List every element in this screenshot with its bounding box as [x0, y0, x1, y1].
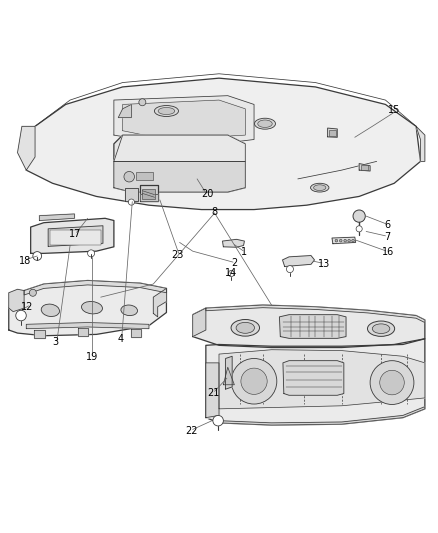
Ellipse shape [314, 185, 326, 190]
Polygon shape [114, 135, 245, 161]
Polygon shape [9, 289, 24, 312]
Polygon shape [359, 164, 370, 171]
Bar [142, 189, 155, 199]
Text: 23: 23 [171, 249, 183, 260]
Circle shape [344, 239, 346, 242]
Bar [136, 172, 153, 180]
Text: 2: 2 [231, 259, 237, 269]
Text: 19: 19 [86, 352, 98, 362]
Ellipse shape [81, 302, 102, 314]
Text: 16: 16 [381, 247, 394, 257]
Text: 21: 21 [207, 387, 219, 398]
Ellipse shape [254, 118, 276, 129]
Polygon shape [219, 407, 425, 425]
Polygon shape [34, 330, 45, 338]
Circle shape [231, 359, 277, 404]
Polygon shape [283, 361, 344, 395]
Circle shape [352, 239, 354, 242]
Circle shape [139, 99, 146, 106]
Circle shape [353, 210, 365, 222]
Text: 6: 6 [385, 220, 391, 230]
Polygon shape [9, 280, 166, 336]
Text: 18: 18 [19, 256, 31, 266]
Polygon shape [114, 135, 245, 192]
Polygon shape [193, 305, 425, 348]
Polygon shape [416, 126, 425, 161]
Text: 4: 4 [118, 334, 124, 344]
Circle shape [128, 199, 134, 205]
Ellipse shape [311, 183, 329, 192]
Text: 13: 13 [318, 260, 330, 269]
Text: 22: 22 [185, 426, 198, 436]
Ellipse shape [158, 108, 175, 115]
Text: 8: 8 [212, 207, 218, 217]
Ellipse shape [258, 120, 272, 127]
Text: 3: 3 [53, 337, 59, 348]
Bar [361, 165, 368, 169]
Polygon shape [24, 280, 166, 295]
Circle shape [356, 226, 362, 232]
Polygon shape [223, 239, 244, 247]
Text: 7: 7 [385, 232, 391, 242]
Circle shape [16, 310, 26, 321]
Polygon shape [140, 194, 158, 201]
Polygon shape [206, 305, 425, 322]
Circle shape [370, 361, 414, 405]
Text: 14: 14 [225, 268, 237, 278]
Circle shape [228, 270, 234, 277]
Polygon shape [140, 185, 158, 201]
Polygon shape [123, 100, 245, 140]
Polygon shape [26, 78, 420, 209]
Polygon shape [31, 219, 114, 253]
Polygon shape [226, 356, 232, 389]
Circle shape [380, 370, 404, 395]
Circle shape [88, 250, 95, 257]
Polygon shape [328, 128, 337, 138]
Polygon shape [283, 255, 314, 266]
Ellipse shape [367, 321, 395, 336]
Polygon shape [206, 339, 425, 425]
Polygon shape [26, 322, 149, 329]
Polygon shape [332, 237, 356, 244]
Polygon shape [219, 350, 425, 409]
Circle shape [213, 415, 223, 426]
Ellipse shape [121, 305, 138, 316]
Polygon shape [153, 288, 166, 317]
Circle shape [29, 289, 36, 296]
Circle shape [335, 239, 338, 242]
Text: 15: 15 [388, 104, 400, 115]
Polygon shape [223, 367, 234, 385]
Polygon shape [131, 329, 141, 336]
Text: 20: 20 [201, 189, 213, 199]
Bar [50, 230, 101, 245]
Polygon shape [114, 96, 254, 144]
Polygon shape [39, 214, 74, 221]
Circle shape [33, 252, 42, 260]
Text: 1: 1 [241, 247, 247, 257]
Text: 17: 17 [69, 229, 81, 239]
Circle shape [348, 239, 350, 242]
Ellipse shape [154, 106, 178, 117]
Bar [329, 130, 336, 136]
Circle shape [286, 265, 293, 273]
Polygon shape [206, 363, 219, 418]
Circle shape [339, 239, 342, 242]
Circle shape [241, 368, 267, 394]
Polygon shape [125, 188, 138, 201]
Ellipse shape [231, 319, 259, 336]
Polygon shape [48, 226, 103, 246]
Polygon shape [78, 328, 88, 336]
Polygon shape [279, 314, 346, 338]
Polygon shape [114, 161, 245, 192]
Polygon shape [18, 126, 35, 170]
Circle shape [124, 172, 134, 182]
Polygon shape [193, 308, 206, 336]
Polygon shape [118, 104, 131, 118]
Ellipse shape [41, 304, 60, 317]
Ellipse shape [236, 322, 254, 333]
Text: 12: 12 [21, 302, 33, 312]
Ellipse shape [372, 324, 390, 334]
